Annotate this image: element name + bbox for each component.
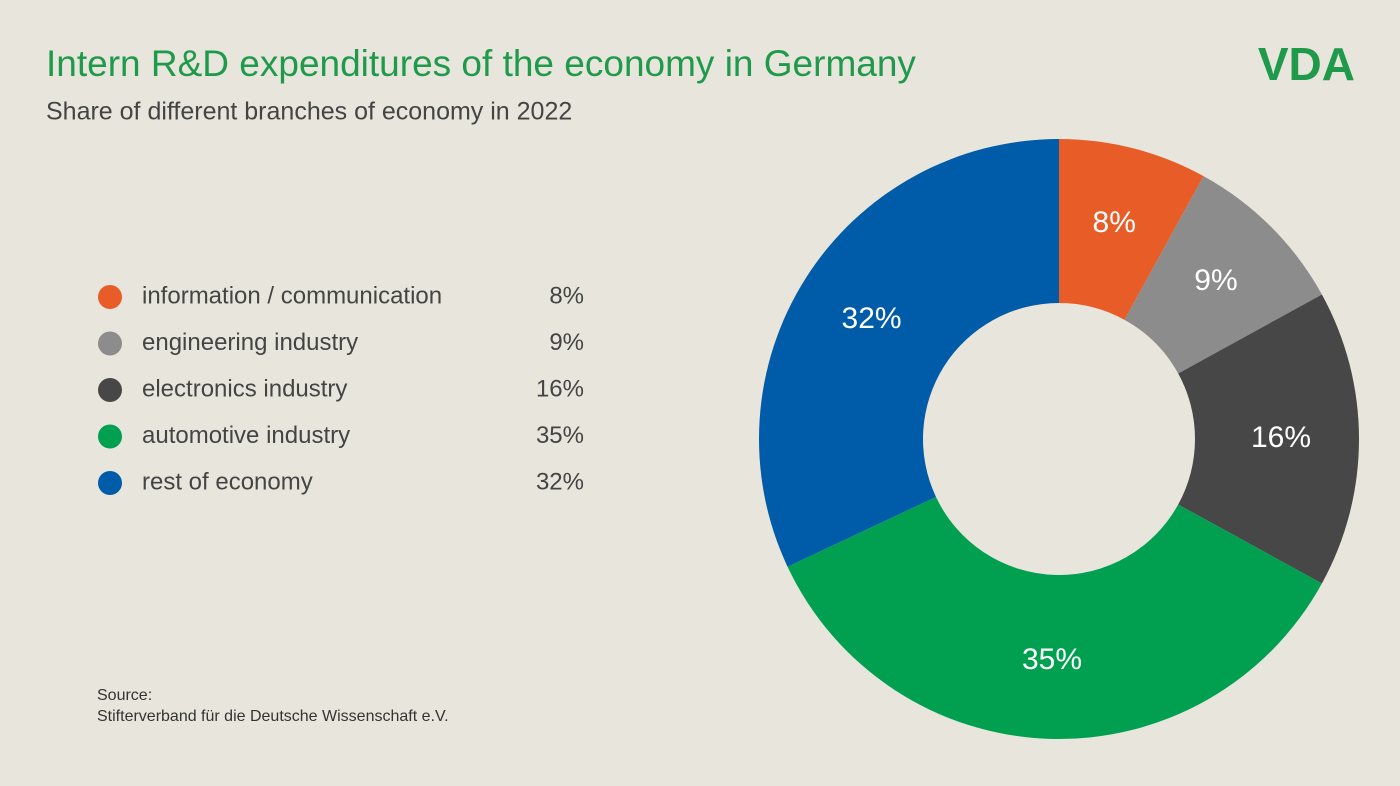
legend-marker	[98, 424, 122, 449]
legend-label: rest of economy	[142, 468, 313, 495]
legend-marker	[98, 378, 122, 402]
legend-label: engineering industry	[142, 329, 358, 356]
chart-subtitle: Share of different branches of economy i…	[46, 98, 572, 126]
legend-marker	[98, 471, 122, 495]
slice-label: 16%	[1251, 421, 1311, 454]
legend-marker	[98, 331, 122, 356]
legend-value: 32%	[536, 468, 584, 495]
legend-label: automotive industry	[142, 422, 350, 449]
logo: VDA	[1258, 38, 1355, 90]
slice	[1059, 139, 1204, 320]
slice-label: 9%	[1194, 264, 1237, 297]
source-label: Source:	[97, 687, 152, 704]
chart-title: Intern R&D expenditures of the economy i…	[46, 43, 916, 84]
slice	[759, 138, 1059, 567]
legend-label: electronics industry	[142, 375, 347, 402]
legend-value: 35%	[536, 422, 584, 449]
legend-value: 16%	[536, 375, 584, 402]
legend-marker	[98, 285, 122, 309]
slice	[787, 496, 1322, 739]
slice-label: 35%	[1022, 643, 1082, 676]
slice-label: 8%	[1093, 206, 1136, 239]
slice-label: 32%	[842, 302, 902, 335]
source: Stifterverband für die Deutsche Wissensc…	[97, 708, 449, 725]
legend-label: information / communication	[142, 282, 442, 309]
legend-value: 8%	[549, 282, 584, 309]
slice	[1124, 176, 1322, 374]
slice	[1178, 294, 1360, 584]
legend-value: 9%	[549, 329, 584, 356]
